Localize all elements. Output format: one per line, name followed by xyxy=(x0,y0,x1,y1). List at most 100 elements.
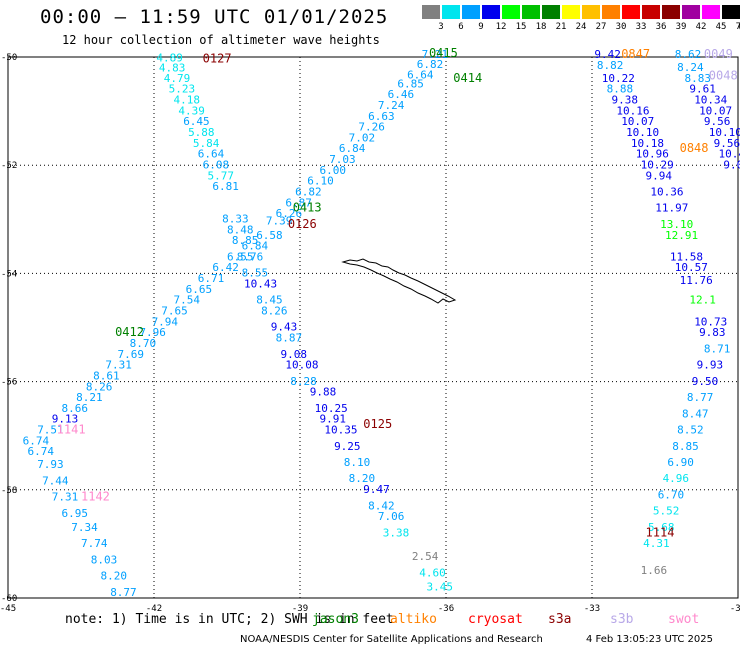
wave-height-value: 7.03 xyxy=(329,153,356,166)
satellite-pass-label: 0847 xyxy=(621,47,650,61)
colorbar-tick-label: 27 xyxy=(595,22,607,32)
wave-height-value: 10.57 xyxy=(675,261,708,274)
wave-height-value: 7.44 xyxy=(42,474,69,487)
wave-height-value: 10.43 xyxy=(244,277,277,290)
wave-height-value: 8.76 xyxy=(237,250,264,263)
wave-height-value: 9.08 xyxy=(281,348,308,361)
wave-height-value: 6.74 xyxy=(27,445,54,458)
wave-height-value: 10.35 xyxy=(324,424,357,437)
wave-height-value: 6.10 xyxy=(307,175,334,188)
wave-height-value: 8.85 xyxy=(672,440,699,453)
wave-height-value: 8.85 xyxy=(232,234,259,247)
wave-height-value: 6.74 xyxy=(23,434,50,447)
longitude-tick-label: -39 xyxy=(292,604,308,614)
colorbar-tick-label: 70 xyxy=(735,22,740,32)
longitude-tick-label: -36 xyxy=(438,604,454,614)
wave-height-value: 10.44 xyxy=(719,148,740,161)
wave-height-value: 10.96 xyxy=(636,148,669,161)
wave-height-value: 7.21 xyxy=(422,48,449,61)
wave-height-value: 5.52 xyxy=(653,505,680,518)
colorbar-tick-label: 45 xyxy=(715,22,727,32)
wave-height-value: 4.83 xyxy=(159,62,186,75)
wave-height-value: 8.20 xyxy=(349,472,376,485)
map-tick-labels: -45 -42 -39 -36 -33 -30 -50 -52 -54 -56 -58 -60 xyxy=(0,53,740,614)
wave-height-value: 9.56 xyxy=(714,137,740,150)
wave-height-value: 8.88 xyxy=(607,83,634,96)
mission-legend-jason3: jason3 xyxy=(312,612,359,627)
wave-height-value: 9.47 xyxy=(363,483,390,496)
colorbar-swatch xyxy=(682,5,700,19)
wave-height-value: 10.18 xyxy=(631,137,664,150)
wave-height-value: 8.21 xyxy=(76,391,103,404)
longitude-tick-label: -42 xyxy=(146,604,162,614)
latitude-tick-label: -56 xyxy=(1,378,17,388)
wave-height-value: 10.16 xyxy=(616,104,649,117)
wave-height-value: 6.45 xyxy=(183,115,210,128)
longitude-tick-label: -33 xyxy=(584,604,600,614)
wave-height-value: 6.58 xyxy=(256,229,283,242)
wave-height-value: 10.34 xyxy=(694,94,727,107)
map-gridlines xyxy=(7,56,739,599)
colorbar-swatch xyxy=(422,5,440,19)
wave-height-value: 3.38 xyxy=(383,526,410,539)
wave-height-value: 8.26 xyxy=(86,380,113,393)
satellite-pass-label: 0413 xyxy=(293,201,322,215)
satellite-pass-label: 0415 xyxy=(429,46,458,60)
satellite-pass-label: 0049 xyxy=(704,47,733,61)
wave-height-value: 4.18 xyxy=(173,94,200,107)
wave-height-value: 6.71 xyxy=(198,272,225,285)
wave-height-value: 7.93 xyxy=(37,458,64,471)
wave-height-value: 8.10 xyxy=(344,456,371,469)
wave-height-value: 5.23 xyxy=(169,83,196,96)
wave-height-value: 9.43 xyxy=(271,321,298,334)
wave-height-value: 8.28 xyxy=(290,375,317,388)
colorbar-swatch xyxy=(562,5,580,19)
latitude-tick-label: -54 xyxy=(1,269,17,279)
wave-height-value: 1.66 xyxy=(641,564,668,577)
wave-height-value: 2.54 xyxy=(412,550,439,563)
footer-credit: NOAA/NESDIS Center for Satellite Applica… xyxy=(240,634,543,645)
wave-height-value: 9.88 xyxy=(310,386,337,399)
mission-legend-cryosat: cryosat xyxy=(468,612,523,627)
satellite-pass-label: 1141 xyxy=(57,423,86,437)
wave-height-value: 9.83 xyxy=(699,326,726,339)
colorbar-tick-label: 18 xyxy=(535,22,547,32)
wave-height-value: 6.26 xyxy=(276,207,303,220)
satellite-pass-label: 0848 xyxy=(680,141,709,155)
wave-height-value: 10.29 xyxy=(641,158,674,171)
wave-height-value: 7.94 xyxy=(152,315,179,328)
colorbar-swatch xyxy=(622,5,640,19)
colorbar-swatch xyxy=(462,5,480,19)
satellite-pass-label: 0412 xyxy=(115,325,144,339)
colorbar-tick-label: 6 xyxy=(458,22,464,32)
colorbar-swatch xyxy=(522,5,540,19)
wave-height-value: 9.42 xyxy=(594,48,621,61)
colorbar-swatch xyxy=(702,5,720,19)
wave-height-value: 9.38 xyxy=(611,94,638,107)
wave-height-value: 8.77 xyxy=(110,586,137,599)
wave-height-value: 10.08 xyxy=(285,359,318,372)
satellite-pass-label: 1114 xyxy=(646,525,675,539)
wave-height-value: 8.26 xyxy=(261,305,288,318)
wave-height-value: 8.45 xyxy=(256,294,283,307)
wave-height-value: 7.34 xyxy=(71,521,98,534)
wave-height-value: 8.82 xyxy=(597,59,624,72)
wave-height-value: 13.10 xyxy=(660,218,693,231)
satellite-pass-label: 0127 xyxy=(203,51,232,65)
latitude-tick-label: -58 xyxy=(1,486,17,496)
longitude-tick-label: -30 xyxy=(730,604,740,614)
colorbar-tick-label: 3 xyxy=(438,22,444,32)
satellite-pass-label: 0414 xyxy=(453,71,482,85)
wave-height-value: 7.24 xyxy=(378,99,405,112)
wave-height-value: 7.31 xyxy=(105,359,132,372)
wave-height-value: 6.65 xyxy=(186,283,213,296)
wave-height-value: 8.77 xyxy=(687,391,714,404)
colorbar-tick-label: 12 xyxy=(495,22,507,32)
colorbar-swatch xyxy=(582,5,600,19)
wave-height-value: 10.25 xyxy=(315,402,348,415)
wave-height-value: 4.31 xyxy=(643,537,670,550)
wave-height-value: 6.87 xyxy=(285,196,312,209)
wave-height-value: 9.91 xyxy=(319,413,346,426)
wave-height-value: 8.71 xyxy=(704,342,731,355)
